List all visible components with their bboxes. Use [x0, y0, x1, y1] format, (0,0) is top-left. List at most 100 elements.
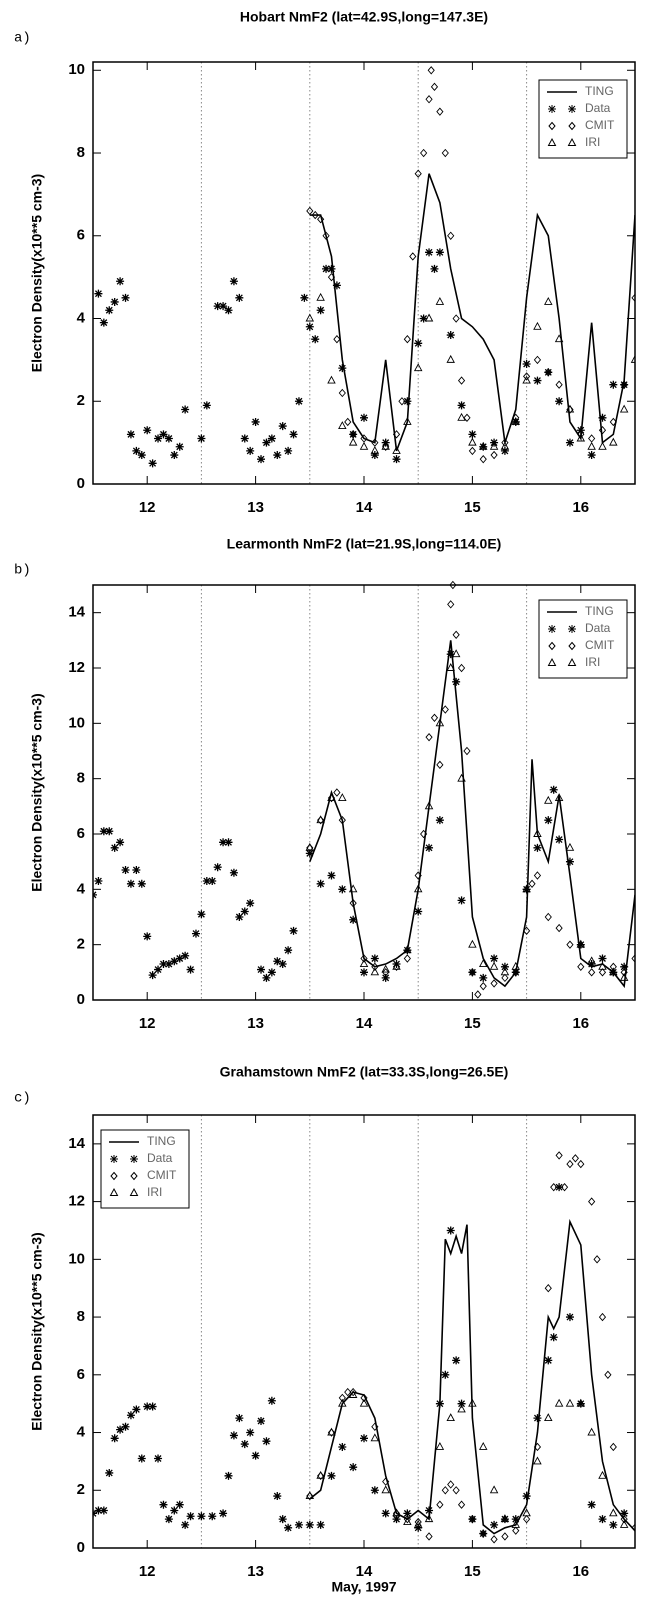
triangle-marker [554, 1398, 564, 1407]
diamond-marker [533, 1442, 542, 1452]
star-marker [289, 430, 298, 439]
star-marker [284, 1523, 293, 1532]
x-tick-label: 12 [139, 499, 156, 516]
diamond-marker [333, 335, 341, 344]
triangle-marker [544, 795, 553, 804]
diamond-marker [425, 1532, 433, 1541]
star-marker [511, 968, 520, 977]
triangle-marker [457, 773, 466, 782]
diamond-marker [490, 1535, 498, 1544]
triangle-marker [392, 961, 401, 970]
triangle-marker [327, 793, 336, 801]
diamond-marker [544, 1284, 552, 1293]
star-marker [544, 1356, 553, 1365]
legend-marker [568, 105, 576, 113]
star-marker [327, 871, 336, 880]
triangle-marker [327, 375, 336, 384]
y-tick-label: 0 [77, 1539, 85, 1556]
star-marker [137, 451, 146, 460]
diamond-marker [447, 1480, 455, 1489]
star-marker [555, 835, 564, 844]
star-marker [94, 289, 103, 298]
star-marker [565, 1313, 574, 1322]
triangle-marker [609, 967, 618, 976]
triangle-marker [316, 1470, 325, 1479]
star-marker [262, 973, 271, 982]
triangle-marker [554, 334, 564, 343]
y-tick-label: 14 [68, 604, 85, 621]
triangle-marker [316, 292, 325, 301]
star-marker [360, 968, 368, 977]
diamond-marker [338, 1393, 346, 1403]
chart-title: Hobart NmF2 (lat=42.9S,long=147.3E) [240, 9, 488, 25]
triangle-marker [468, 437, 477, 446]
diamond-marker [588, 1197, 596, 1206]
diamond-marker [436, 1500, 444, 1509]
star-marker [137, 879, 146, 888]
diamond-marker [436, 760, 444, 770]
y-axis-label: Electron Density(x10**5 cm-3) [29, 1232, 45, 1430]
star-marker [522, 1492, 531, 1501]
star-marker [403, 1509, 412, 1518]
star-marker [240, 434, 249, 443]
star-marker [544, 368, 553, 377]
y-tick-label: 2 [77, 1481, 85, 1498]
diamond-marker [441, 148, 449, 158]
legend-marker [567, 657, 577, 666]
legend-label: CMIT [147, 1168, 177, 1182]
star-marker [414, 907, 423, 916]
triangle-marker [598, 961, 607, 970]
legend-marker [129, 1187, 139, 1196]
triangle-marker [598, 1470, 607, 1479]
diamond-marker [333, 788, 341, 797]
diamond-marker [338, 815, 346, 825]
star-marker [240, 1440, 249, 1449]
star-marker [609, 1520, 618, 1529]
y-tick-label: 4 [77, 1424, 86, 1441]
star-marker [305, 322, 314, 331]
x-tick-label: 13 [247, 499, 264, 516]
star-marker [370, 954, 379, 963]
star-marker [370, 451, 379, 460]
diamond-marker [463, 413, 471, 422]
diamond-marker [533, 871, 542, 880]
triangle-marker [305, 1491, 315, 1499]
diamond-marker [441, 1486, 449, 1495]
y-tick-label: 10 [68, 61, 85, 78]
triangle-marker [370, 967, 380, 976]
x-axis-label: May, 1997 [331, 1579, 396, 1595]
triangle-marker [457, 1404, 466, 1413]
triangle-marker [338, 1398, 347, 1407]
x-tick-label: 16 [572, 1563, 589, 1580]
diamond-marker [360, 954, 368, 963]
y-tick-label: 8 [77, 1308, 85, 1325]
legend-marker [547, 137, 557, 146]
star-marker [381, 1509, 390, 1518]
star-marker [576, 1399, 585, 1408]
plot-frame [92, 584, 636, 1001]
x-tick-label: 15 [464, 1563, 481, 1580]
star-marker [229, 277, 238, 286]
y-tick-label: 6 [77, 825, 85, 842]
star-marker [425, 843, 434, 852]
star-marker [360, 413, 368, 422]
triangle-marker [500, 1514, 510, 1523]
diamond-marker [533, 355, 542, 365]
y-tick-label: 0 [77, 991, 85, 1008]
star-marker [246, 899, 255, 908]
star-marker [316, 306, 325, 315]
star-marker [555, 397, 564, 406]
star-marker [164, 960, 173, 969]
star-marker [170, 957, 179, 966]
star-marker [143, 426, 152, 435]
y-tick-label: 0 [77, 475, 85, 492]
triangle-marker [403, 945, 412, 954]
star-marker [392, 960, 401, 969]
legend-label: TING [585, 604, 614, 618]
y-axis-label: Electron Density(x10**5 cm-3) [29, 174, 45, 372]
triangle-marker [403, 1517, 412, 1525]
star-marker [246, 446, 255, 455]
star-marker [332, 281, 341, 290]
star-marker [278, 422, 287, 431]
triangle-marker [451, 649, 461, 658]
